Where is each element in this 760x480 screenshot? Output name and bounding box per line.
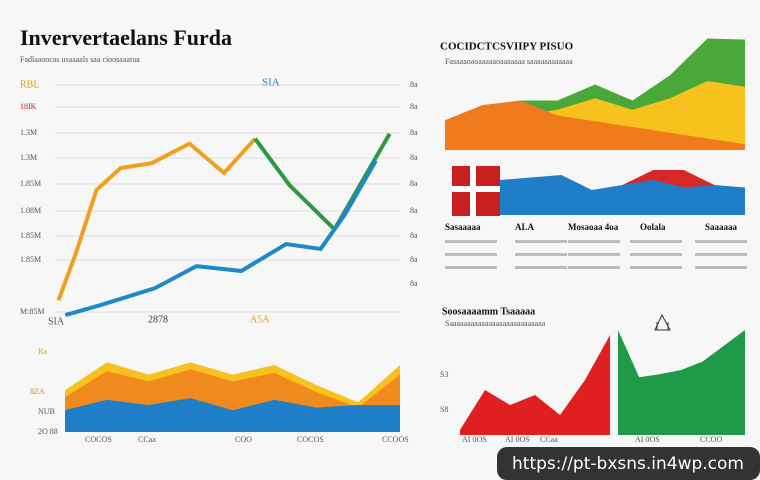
text-line <box>630 266 682 269</box>
y-label: 1.85M <box>20 179 41 188</box>
y-label: 8ZA <box>30 387 45 396</box>
y-label: M:85M <box>20 307 44 316</box>
column-heading: Oolala <box>640 222 666 232</box>
y2-label: 8a <box>410 102 418 111</box>
area <box>460 335 610 435</box>
y-label: S3 <box>440 370 448 379</box>
area <box>618 330 745 435</box>
text-line <box>568 253 620 256</box>
area <box>500 175 745 215</box>
x-label: AI 0OS <box>635 435 660 444</box>
y-label: Ra <box>38 347 47 356</box>
column-heading: ALA <box>515 222 535 232</box>
text-line <box>568 240 620 243</box>
x-label: CCaa <box>540 435 558 444</box>
y-label: 1.08M <box>20 206 41 215</box>
y-label: S8 <box>440 405 448 414</box>
column-heading: Mosaoaa 4oa <box>568 222 619 232</box>
area <box>445 100 745 150</box>
text-line <box>568 266 620 269</box>
panel-subtitle: Saaaaaaaaaaaaaaaaaaaaaaaaaaa <box>445 319 546 328</box>
text-line <box>695 240 747 243</box>
y-label: 1.3M <box>20 128 37 137</box>
icon <box>654 313 671 331</box>
text-line <box>515 253 567 256</box>
x-label: 2878 <box>148 314 168 325</box>
text-line <box>630 253 682 256</box>
top-label: SIA <box>262 77 280 89</box>
text-line <box>630 240 682 243</box>
y2-label: 8a <box>410 80 418 89</box>
y2-label: 8a <box>410 179 418 188</box>
flag-stripe <box>452 186 500 192</box>
line <box>64 159 378 318</box>
line <box>56 137 257 302</box>
text-line <box>445 266 497 269</box>
y2-label: 8a <box>410 128 418 137</box>
y-label: RBL <box>20 79 39 90</box>
x-label: AI 0OS <box>505 435 530 444</box>
text-line <box>695 253 747 256</box>
text-line <box>515 240 567 243</box>
y2-label: 8a <box>410 206 418 215</box>
text-line <box>695 266 747 269</box>
panel-title: COCIDCTCSVIIPY PISUO <box>440 41 574 53</box>
panel-title: Soosaaaamm Tsaaaaa <box>442 306 535 317</box>
url-badge <box>497 447 760 480</box>
x-label: SIA <box>48 316 65 327</box>
y-label: 18IK <box>20 102 37 111</box>
y2-label: 8a <box>410 255 418 264</box>
y2-label: 8a <box>410 279 418 288</box>
text-line <box>445 240 497 243</box>
text-line <box>445 253 497 256</box>
url: https://pt-bxsns.in4wp.com <box>512 454 744 474</box>
text-lines <box>445 240 747 269</box>
panel-subtitle: Fasaaaoaoaaaaaoaaaaaaa saaaaaaaaaaaa <box>445 57 573 66</box>
y2-label: 8a <box>410 153 418 162</box>
column-heading: Saaaaaa <box>705 222 738 232</box>
y-label: 2O 88 <box>38 427 58 436</box>
y-label: NUB <box>38 407 55 416</box>
y-label: 1.3M <box>20 153 37 162</box>
title: Inververtaelans Furda <box>20 25 232 50</box>
x-label: COCOS <box>297 435 324 444</box>
y2-label: 8a <box>410 231 418 240</box>
area <box>65 398 400 432</box>
y-label: 1.85M <box>20 231 41 240</box>
x-label: CCOO <box>700 435 722 444</box>
y-label: 1.85M <box>20 255 41 264</box>
x-label: A5A <box>250 314 270 325</box>
x-label: CCOOS <box>382 435 409 444</box>
text-line <box>515 266 567 269</box>
subtitle: Fadlaaoocas usaaaals saa cioosaaaraa <box>20 55 140 64</box>
x-label: CCaa <box>138 435 156 444</box>
x-label: COCOS <box>85 435 112 444</box>
column-heading: Sasaaaaa <box>445 222 481 232</box>
x-label: AI 0OS <box>462 435 487 444</box>
x-label: COO <box>235 435 252 444</box>
